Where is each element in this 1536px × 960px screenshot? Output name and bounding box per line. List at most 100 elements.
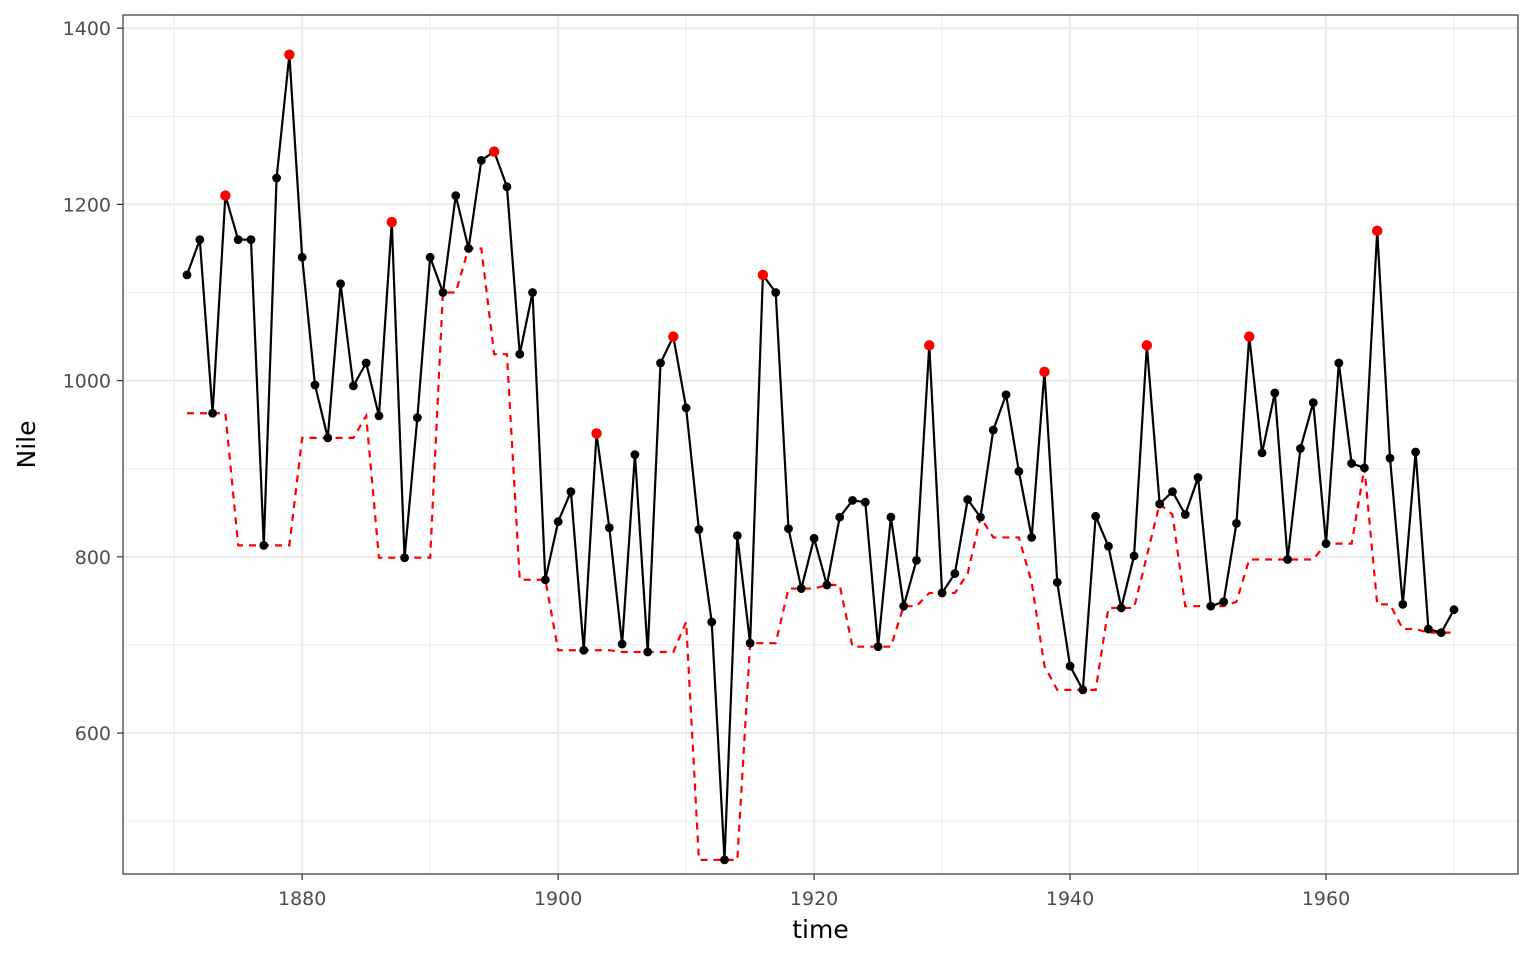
data-point <box>348 381 358 391</box>
data-point <box>784 524 793 534</box>
data-point <box>694 525 704 534</box>
data-point <box>1206 601 1216 611</box>
highlighted-data-point <box>284 49 295 60</box>
data-point <box>476 155 486 165</box>
data-point <box>963 495 973 504</box>
data-point <box>1052 577 1062 587</box>
y-tick-label: 1200 <box>63 194 111 216</box>
x-tick-label: 1940 <box>1046 888 1094 910</box>
data-point <box>246 235 256 245</box>
series-layer <box>185 53 1455 861</box>
data-point <box>336 279 345 289</box>
data-point <box>912 555 921 565</box>
data-point <box>1334 358 1344 368</box>
data-point <box>1091 511 1101 521</box>
data-point <box>1193 473 1203 482</box>
data-point <box>1436 628 1446 637</box>
highlight-layer <box>220 49 1383 439</box>
y-tick-label: 1000 <box>63 371 111 393</box>
data-point <box>860 497 870 507</box>
data-point <box>540 575 550 585</box>
data-point <box>950 569 960 578</box>
highlighted-data-point <box>1244 331 1255 342</box>
black-series-line <box>185 53 1455 861</box>
data-point <box>272 173 281 183</box>
data-point <box>182 270 192 280</box>
data-point <box>1257 448 1267 458</box>
data-point <box>796 584 806 593</box>
data-point <box>617 639 627 649</box>
y-axis-ticks: 600 800 1000 1200 1400 <box>63 18 123 745</box>
panel-border <box>122 14 1519 875</box>
data-point <box>1296 444 1305 453</box>
highlighted-data-point <box>757 269 769 281</box>
data-point <box>707 617 717 627</box>
highlighted-data-point <box>488 146 500 157</box>
data-point <box>809 533 819 543</box>
data-point <box>1360 463 1369 473</box>
data-point <box>1219 597 1229 607</box>
data-point <box>515 349 525 359</box>
data-point <box>873 642 883 652</box>
data-point <box>438 288 448 297</box>
x-tick-label: 1960 <box>1302 888 1350 910</box>
highlighted-data-point <box>591 428 602 439</box>
data-point <box>1398 600 1408 609</box>
data-point <box>988 425 998 435</box>
y-tick-label: 1400 <box>63 18 111 40</box>
data-point <box>1424 624 1433 634</box>
data-point <box>1321 539 1331 549</box>
data-point <box>1385 453 1395 463</box>
data-point <box>643 647 653 657</box>
highlighted-data-point <box>220 190 231 201</box>
data-point <box>297 252 307 262</box>
data-point <box>899 601 909 611</box>
data-point <box>233 235 243 245</box>
data-point <box>1065 661 1075 671</box>
x-tick-label: 1920 <box>790 888 838 910</box>
data-point <box>1232 518 1241 528</box>
data-point <box>1027 533 1037 542</box>
data-point <box>259 540 269 550</box>
data-point <box>1347 459 1357 468</box>
data-point <box>720 855 729 865</box>
data-point <box>195 235 205 245</box>
data-point <box>732 531 742 541</box>
data-point <box>835 512 845 522</box>
data-point <box>656 358 665 368</box>
x-tick-label: 1880 <box>278 888 326 910</box>
data-point <box>1411 447 1421 457</box>
data-point <box>745 638 755 648</box>
highlighted-data-point <box>668 331 679 342</box>
data-point <box>886 512 896 522</box>
x-tick-label: 1900 <box>534 888 582 910</box>
data-point <box>425 252 435 262</box>
highlighted-data-point <box>386 216 397 228</box>
data-point <box>374 411 384 421</box>
x-axis-ticks: 1880 1900 1920 1940 1960 <box>278 874 1350 910</box>
data-point <box>361 358 371 368</box>
data-point <box>528 288 537 297</box>
data-point <box>1129 551 1139 561</box>
data-point <box>464 244 473 253</box>
x-axis-title: time <box>792 915 848 944</box>
highlighted-data-point <box>1372 225 1383 237</box>
y-tick-label: 600 <box>75 723 111 745</box>
data-point <box>1270 388 1280 398</box>
data-point <box>1308 398 1318 408</box>
minor-gridlines <box>123 15 1518 874</box>
data-point <box>630 450 640 460</box>
data-point <box>681 403 691 413</box>
data-point <box>1001 390 1011 400</box>
data-point <box>1104 541 1113 551</box>
highlighted-data-point <box>1141 340 1153 351</box>
data-point <box>566 487 576 497</box>
data-point <box>604 523 614 533</box>
data-point <box>323 433 333 443</box>
data-point <box>553 517 563 526</box>
data-point <box>400 553 409 563</box>
data-point <box>771 288 781 297</box>
data-point <box>848 496 857 505</box>
